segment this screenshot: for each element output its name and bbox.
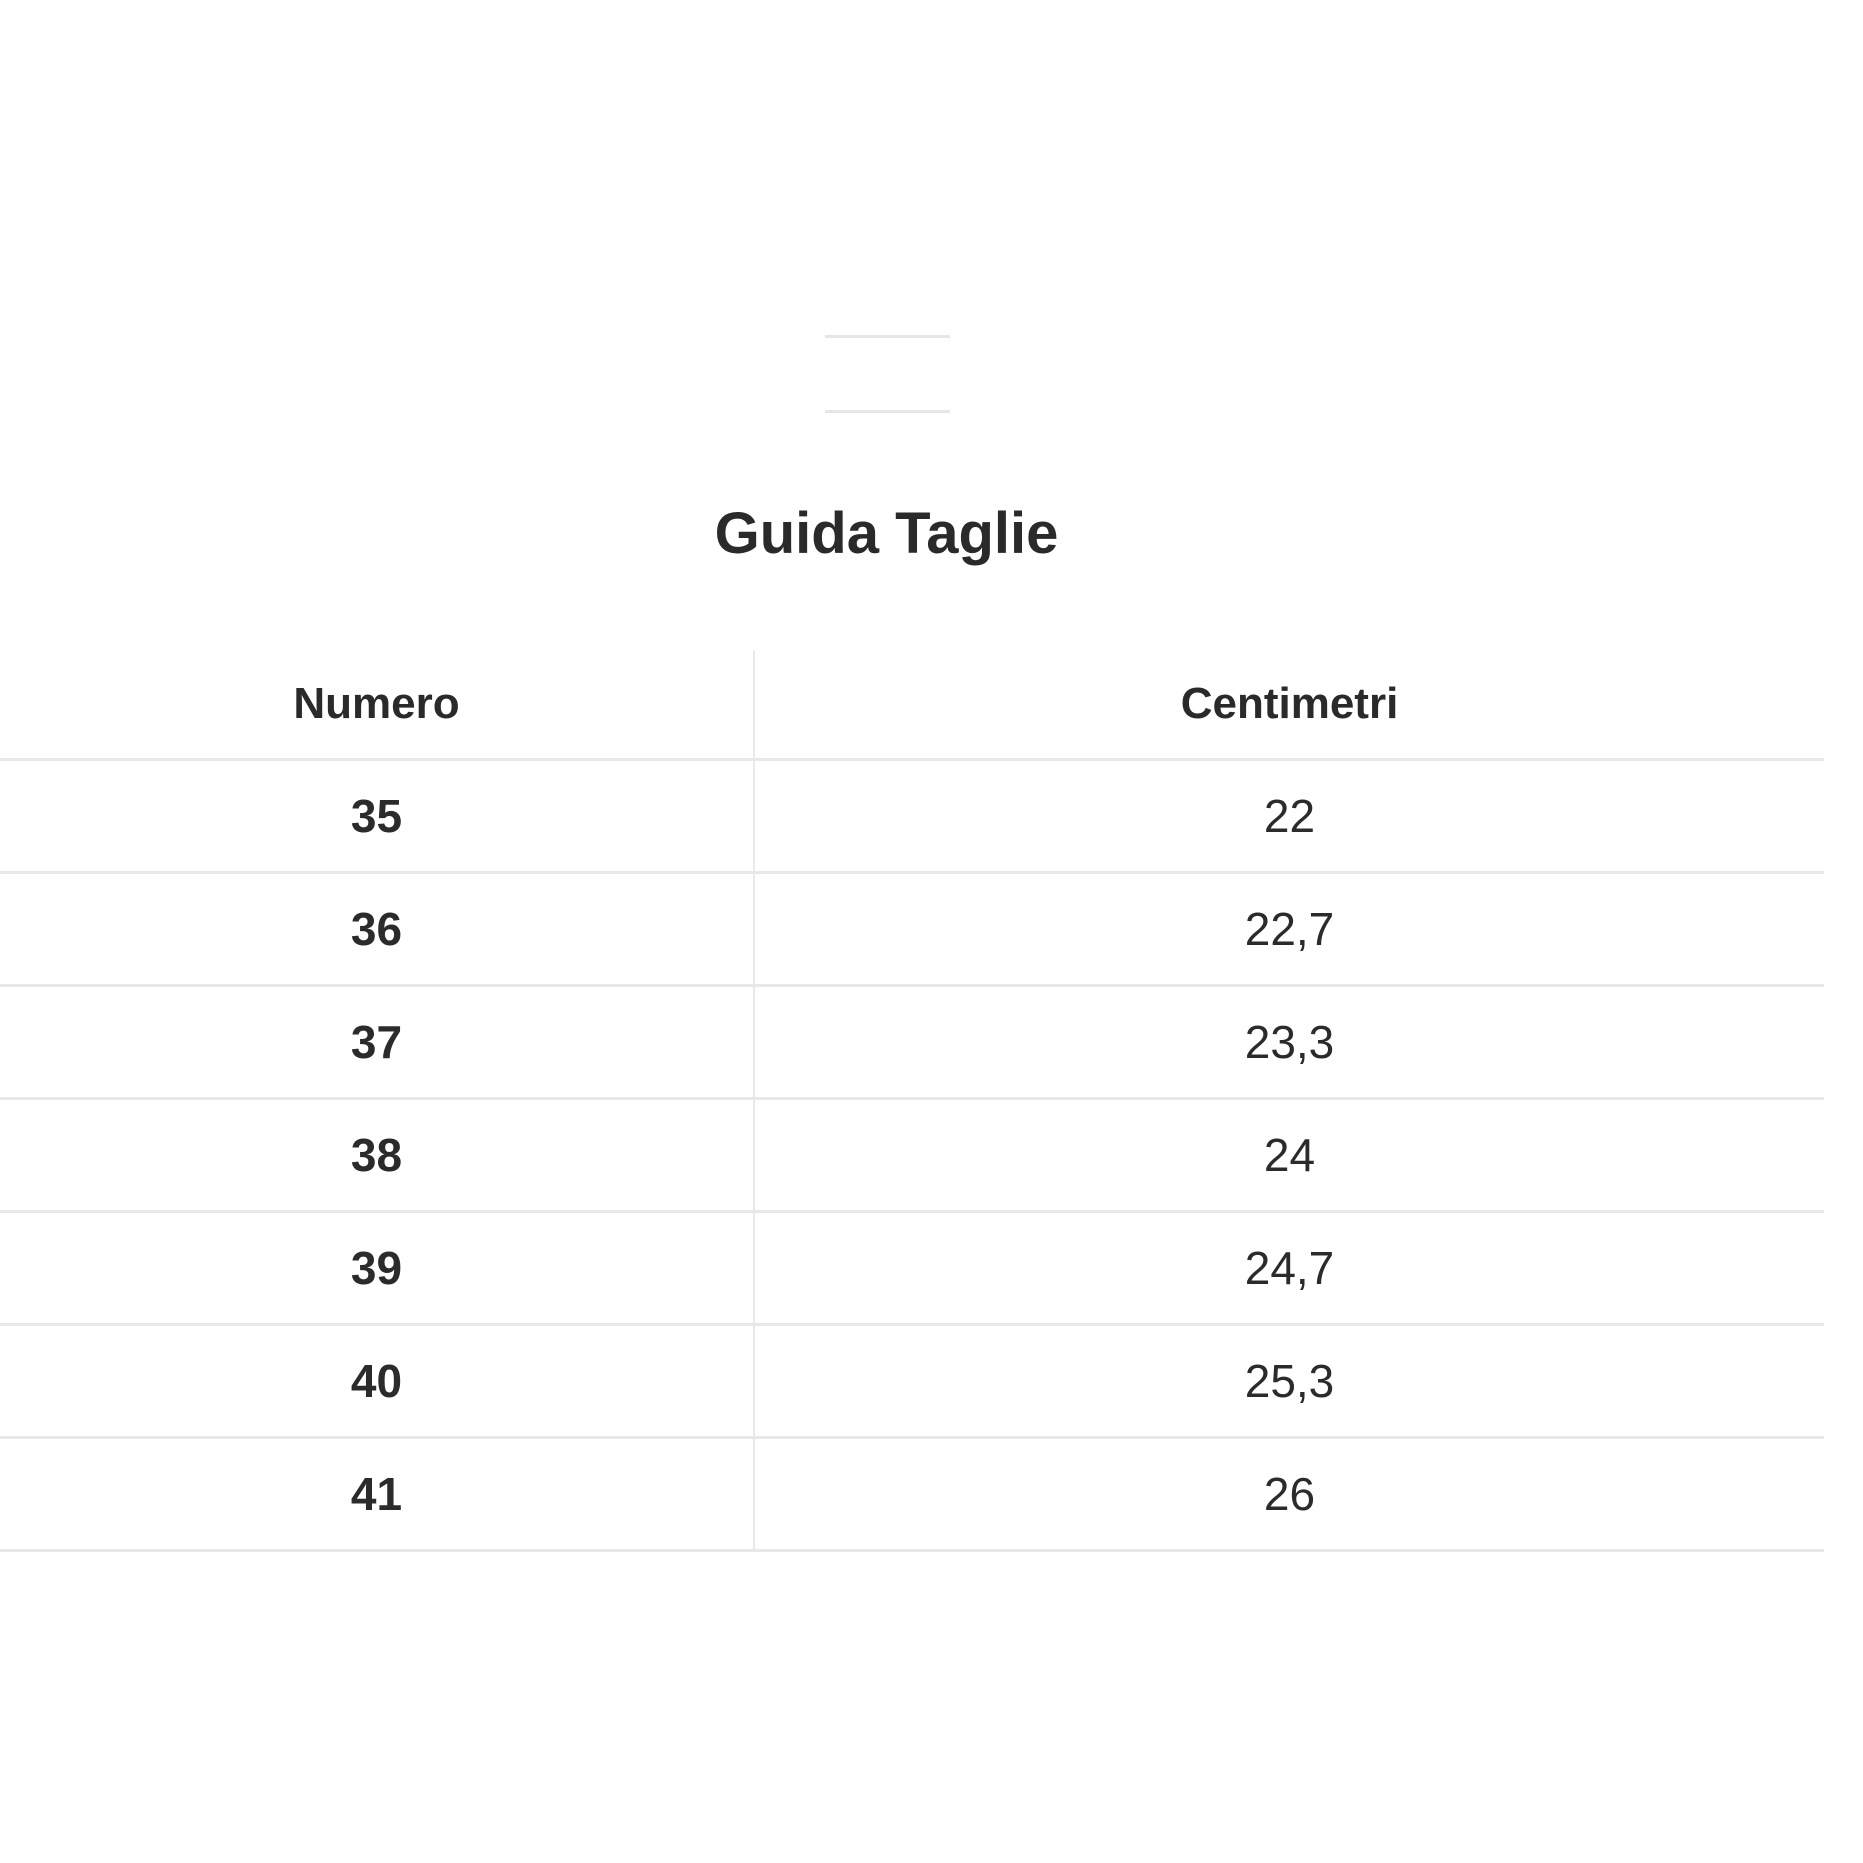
column-header-numero: Numero [0, 650, 755, 760]
table-row: 36 22,7 [0, 871, 1824, 986]
size-number-cell: 37 [0, 984, 755, 1099]
size-number-cell: 41 [0, 1436, 755, 1552]
centimeters-cell: 22 [754, 758, 1824, 873]
size-number-cell: 36 [0, 871, 755, 986]
centimeters-cell: 24,7 [754, 1210, 1824, 1325]
table-header-row: Numero Centimetri [0, 650, 1824, 760]
size-number-cell: 38 [0, 1097, 755, 1212]
size-number-cell: 40 [0, 1323, 755, 1438]
centimeters-cell: 24 [754, 1097, 1824, 1212]
table-row: 40 25,3 [0, 1323, 1824, 1438]
size-number-cell: 39 [0, 1210, 755, 1325]
centimeters-cell: 25,3 [754, 1323, 1824, 1438]
decorative-divider-top [825, 335, 950, 338]
centimeters-cell: 22,7 [754, 871, 1824, 986]
centimeters-cell: 23,3 [754, 984, 1824, 1099]
table-row: 37 23,3 [0, 984, 1824, 1099]
centimeters-cell: 26 [754, 1436, 1824, 1552]
page-title: Guida Taglie [714, 501, 1059, 566]
table-row: 41 26 [0, 1436, 1824, 1552]
table-row: 35 22 [0, 758, 1824, 873]
table-row: 39 24,7 [0, 1210, 1824, 1325]
table-row: 38 24 [0, 1097, 1824, 1212]
size-guide-table: Numero Centimetri 35 22 36 22,7 37 23,3 38 24 39… [0, 650, 1824, 1552]
column-header-centimetri: Centimetri [1180, 679, 1399, 728]
size-number-cell: 35 [0, 758, 755, 873]
decorative-divider-bottom [825, 410, 950, 413]
